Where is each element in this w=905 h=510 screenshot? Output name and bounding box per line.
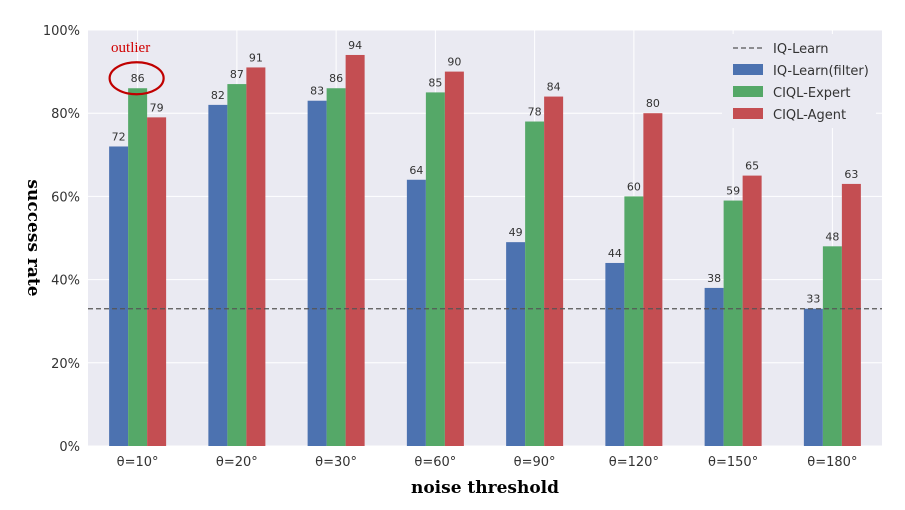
- x-tick-label: θ=180°: [807, 455, 857, 470]
- bar: [307, 100, 327, 446]
- data-label: 44: [608, 247, 622, 260]
- x-tick-labels: θ=10° θ=20° θ=30° θ=60° θ=90° θ=120° θ=150° θ=1…: [117, 455, 858, 470]
- legend-label-iq-learn: IQ-Learn: [773, 42, 828, 57]
- data-label: 85: [428, 76, 442, 89]
- bar: [723, 200, 743, 446]
- data-label: 83: [310, 85, 324, 98]
- outlier-annotation-text: outlier: [111, 40, 150, 56]
- x-tick-label: θ=30°: [315, 455, 357, 470]
- legend-label-ciql-expert: CIQL-Expert: [773, 86, 850, 101]
- y-tick-label: 100%: [43, 24, 80, 39]
- data-label: 94: [348, 39, 362, 52]
- y-tick-label: 60%: [51, 190, 80, 205]
- bar: [841, 183, 861, 447]
- x-tick-label: θ=60°: [414, 455, 456, 470]
- bar: [109, 146, 129, 447]
- bar: [544, 96, 564, 446]
- data-label: 84: [547, 81, 561, 94]
- data-label: 64: [409, 164, 423, 177]
- y-tick-label: 80%: [51, 107, 80, 122]
- data-label: 49: [509, 226, 523, 239]
- bar: [147, 117, 167, 447]
- data-label: 86: [329, 72, 343, 85]
- data-label: 60: [627, 180, 641, 193]
- y-tick-label: 0%: [59, 440, 80, 455]
- data-label: 48: [825, 230, 839, 243]
- bar: [425, 92, 445, 447]
- bar: [605, 262, 625, 446]
- bar: [525, 121, 545, 447]
- data-label: 79: [150, 101, 164, 114]
- y-axis-title: success rate: [23, 179, 43, 296]
- legend-swatch-ciql-agent: [733, 108, 763, 119]
- data-label: 82: [211, 89, 225, 102]
- data-label: 80: [646, 97, 660, 110]
- data-label: 91: [249, 51, 263, 64]
- bars: [109, 54, 861, 447]
- bar: [128, 88, 148, 447]
- data-label: 63: [844, 168, 858, 181]
- y-tick-label: 20%: [51, 357, 80, 372]
- bar: [704, 287, 724, 446]
- data-label: 65: [745, 160, 759, 173]
- legend-label-ciql-agent: CIQL-Agent: [773, 108, 846, 123]
- legend: IQ-Learn IQ-Learn(filter) CIQL-Expert CI…: [722, 34, 876, 128]
- bar: [326, 88, 346, 447]
- bar: [624, 196, 644, 446]
- bar: [444, 71, 464, 446]
- data-label: 87: [230, 68, 244, 81]
- bar: [345, 54, 365, 447]
- bar: [208, 104, 228, 446]
- data-label: 59: [726, 185, 740, 198]
- x-tick-label: θ=90°: [514, 455, 556, 470]
- legend-swatch-ciql-expert: [733, 86, 763, 97]
- y-tick-labels: 0% 20% 40% 60% 80% 100%: [43, 24, 80, 455]
- data-label: 90: [447, 56, 461, 69]
- bar: [506, 242, 526, 446]
- data-label: 72: [112, 130, 126, 143]
- x-tick-label: θ=150°: [708, 455, 758, 470]
- bar: [246, 67, 266, 446]
- legend-label-iq-learn-filter: IQ-Learn(filter): [773, 64, 869, 79]
- data-label: 86: [131, 72, 145, 85]
- bar: [227, 84, 247, 446]
- bar: [643, 113, 663, 446]
- bar: [822, 246, 842, 446]
- x-tick-label: θ=20°: [216, 455, 258, 470]
- data-label: 38: [707, 272, 721, 285]
- x-axis-title: noise threshold: [411, 478, 559, 498]
- data-label: 33: [806, 293, 820, 306]
- bar: [803, 308, 823, 446]
- data-label: 78: [528, 106, 542, 119]
- bar: [406, 179, 426, 446]
- x-tick-label: θ=10°: [117, 455, 159, 470]
- outlier-circle-annotation: [108, 61, 165, 96]
- data-labels: 72 82 83 64 49 44 38 33 86 87 86 85 78 60 59 48 79 91 94 90…: [112, 39, 859, 306]
- bar: [742, 175, 762, 446]
- legend-swatch-iq-learn-filter: [733, 64, 763, 75]
- x-tick-label: θ=120°: [609, 455, 659, 470]
- y-tick-label: 40%: [51, 274, 80, 289]
